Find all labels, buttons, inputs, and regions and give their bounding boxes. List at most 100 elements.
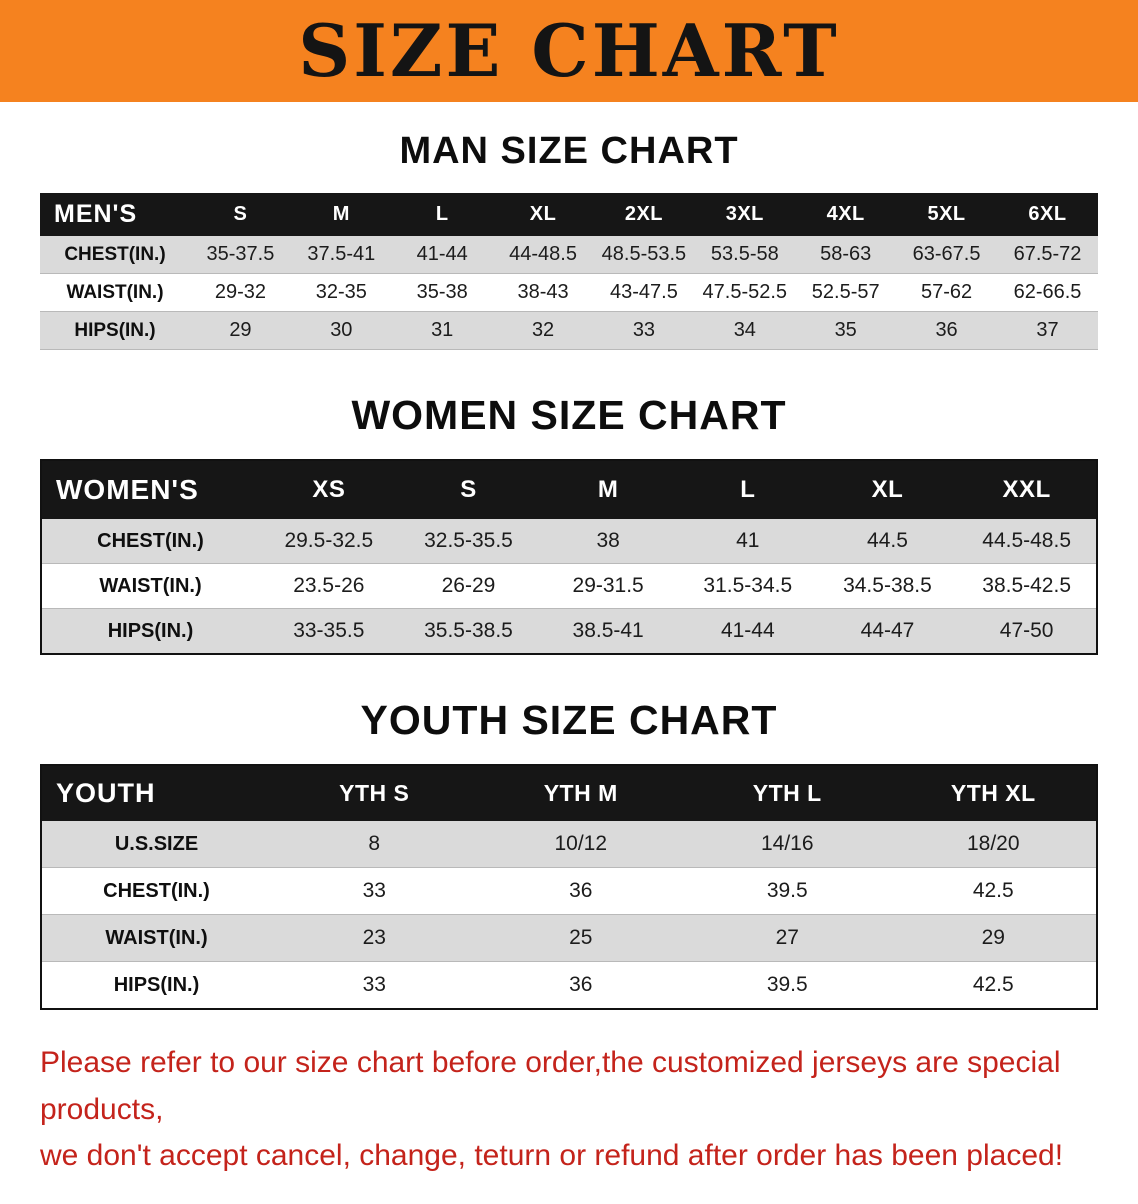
size-value-cell: 58-63 <box>795 236 897 274</box>
size-column-header: 2XL <box>593 193 695 236</box>
size-value-cell: 33 <box>271 961 478 1010</box>
size-value-cell: 33 <box>593 311 695 350</box>
row-label: HIPS(IN.) <box>41 608 259 655</box>
size-value-cell: 34 <box>694 311 796 350</box>
disclaimer-line-2: we don't accept cancel, change, teturn o… <box>40 1139 1064 1172</box>
size-chart-banner: SIZE CHART <box>0 0 1138 102</box>
size-value-cell: 52.5-57 <box>795 273 897 312</box>
table-row: CHEST(IN.) 33 36 39.5 42.5 <box>41 867 1097 915</box>
table-row: CHEST(IN.) 35-37.5 37.5-41 41-44 44-48.5 48.5… <box>40 236 1098 274</box>
size-value-cell: 36 <box>896 311 997 350</box>
size-value-cell: 18/20 <box>890 821 1097 868</box>
size-value-cell: 29-32 <box>190 273 291 312</box>
size-value-cell: 38.5-42.5 <box>957 563 1097 609</box>
row-label: U.S.SIZE <box>41 821 271 868</box>
size-value-cell: 35.5-38.5 <box>398 608 539 655</box>
size-value-cell: 27 <box>684 914 891 962</box>
size-value-cell: 30 <box>290 311 392 350</box>
size-value-cell: 29-31.5 <box>538 563 678 609</box>
size-section-2: YOUTH SIZE CHART YOUTH YTH S YTH M YTH L YTH … <box>0 697 1138 1010</box>
size-value-cell: 26-29 <box>398 563 539 609</box>
size-column-header: M <box>538 460 678 519</box>
table-row: WAIST(IN.) 23 25 27 29 <box>41 914 1097 962</box>
table-row: HIPS(IN.) 29 30 31 32 33 34 35 36 37 <box>40 311 1098 350</box>
size-value-cell: 41-44 <box>391 236 493 274</box>
size-table: YOUTH YTH S YTH M YTH L YTH XL U.S.SIZE 8 10/12… <box>40 764 1098 1010</box>
size-column-header: L <box>391 193 493 236</box>
size-column-header: YTH S <box>271 765 478 821</box>
size-value-cell: 38-43 <box>492 273 594 312</box>
table-header-row: MEN'S S M L XL 2XL 3XL 4XL 5XL 6XL <box>40 193 1098 236</box>
size-column-header: M <box>290 193 392 236</box>
size-value-cell: 47.5-52.5 <box>694 273 796 312</box>
size-value-cell: 57-62 <box>896 273 997 312</box>
size-column-header: YTH M <box>477 765 684 821</box>
row-label: WAIST(IN.) <box>40 273 190 312</box>
banner-title: SIZE CHART <box>298 8 840 93</box>
size-table: WOMEN'S XS S M L XL XXL CHEST(IN.) 29.5-32.5 32.5… <box>40 459 1098 655</box>
sections: MAN SIZE CHART MEN'S S M L XL 2XL 3XL 4XL 5XL 6XL C… <box>0 130 1138 1010</box>
size-column-header: S <box>190 193 291 236</box>
size-value-cell: 10/12 <box>477 821 684 868</box>
size-column-header: L <box>677 460 818 519</box>
size-value-cell: 37 <box>997 311 1098 350</box>
size-value-cell: 43-47.5 <box>593 273 695 312</box>
table-row: HIPS(IN.) 33 36 39.5 42.5 <box>41 961 1097 1010</box>
section-heading: YOUTH SIZE CHART <box>360 697 778 743</box>
size-value-cell: 14/16 <box>684 821 891 868</box>
row-label: WAIST(IN.) <box>41 563 259 609</box>
size-column-header: XL <box>817 460 958 519</box>
size-value-cell: 33 <box>271 867 478 915</box>
row-label: CHEST(IN.) <box>40 236 190 274</box>
table-title-cell: YOUTH <box>41 765 271 821</box>
size-value-cell: 32-35 <box>290 273 392 312</box>
size-value-cell: 33-35.5 <box>259 608 399 655</box>
table-row: HIPS(IN.) 33-35.5 35.5-38.5 38.5-41 41-44 44-… <box>41 608 1097 655</box>
table-header-row: WOMEN'S XS S M L XL XXL <box>41 460 1097 519</box>
size-value-cell: 35-38 <box>391 273 493 312</box>
size-column-header: XXL <box>957 460 1097 519</box>
size-section-0: MAN SIZE CHART MEN'S S M L XL 2XL 3XL 4XL 5XL 6XL C… <box>0 130 1138 350</box>
section-heading: MAN SIZE CHART <box>399 130 739 172</box>
size-value-cell: 67.5-72 <box>997 236 1098 274</box>
size-column-header: XL <box>492 193 594 236</box>
row-label: WAIST(IN.) <box>41 914 271 962</box>
size-value-cell: 62-66.5 <box>997 273 1098 312</box>
size-value-cell: 38.5-41 <box>538 608 678 655</box>
size-value-cell: 41 <box>677 519 818 564</box>
size-section-1: WOMEN SIZE CHART WOMEN'S XS S M L XL XXL CHEST(I… <box>0 392 1138 655</box>
table-title-cell: MEN'S <box>40 193 190 236</box>
row-label: CHEST(IN.) <box>41 519 259 564</box>
section-heading: WOMEN SIZE CHART <box>351 392 787 438</box>
table-row: WAIST(IN.) 23.5-26 26-29 29-31.5 31.5-34.5 34… <box>41 563 1097 609</box>
size-value-cell: 44.5-48.5 <box>957 519 1097 564</box>
disclaimer-line-1: Please refer to our size chart before or… <box>40 1046 1061 1126</box>
size-value-cell: 44.5 <box>817 519 958 564</box>
size-value-cell: 36 <box>477 867 684 915</box>
size-value-cell: 29.5-32.5 <box>259 519 399 564</box>
size-value-cell: 48.5-53.5 <box>593 236 695 274</box>
size-value-cell: 25 <box>477 914 684 962</box>
size-value-cell: 35-37.5 <box>190 236 291 274</box>
size-column-header: 3XL <box>694 193 796 236</box>
size-column-header: 6XL <box>997 193 1098 236</box>
size-value-cell: 63-67.5 <box>896 236 997 274</box>
size-value-cell: 38 <box>538 519 678 564</box>
size-value-cell: 8 <box>271 821 478 868</box>
table-row: WAIST(IN.) 29-32 32-35 35-38 38-43 43-47.5 47.… <box>40 273 1098 312</box>
size-value-cell: 31.5-34.5 <box>677 563 818 609</box>
size-value-cell: 39.5 <box>684 961 891 1010</box>
table-header-row: YOUTH YTH S YTH M YTH L YTH XL <box>41 765 1097 821</box>
size-value-cell: 35 <box>795 311 897 350</box>
table-row: CHEST(IN.) 29.5-32.5 32.5-35.5 38 41 44.5 44.5… <box>41 519 1097 564</box>
size-value-cell: 29 <box>890 914 1097 962</box>
size-value-cell: 39.5 <box>684 867 891 915</box>
size-value-cell: 53.5-58 <box>694 236 796 274</box>
size-value-cell: 44-47 <box>817 608 958 655</box>
size-column-header: 5XL <box>896 193 997 236</box>
size-value-cell: 23.5-26 <box>259 563 399 609</box>
size-value-cell: 37.5-41 <box>290 236 392 274</box>
table-row: U.S.SIZE 8 10/12 14/16 18/20 <box>41 821 1097 868</box>
size-value-cell: 23 <box>271 914 478 962</box>
size-value-cell: 41-44 <box>677 608 818 655</box>
